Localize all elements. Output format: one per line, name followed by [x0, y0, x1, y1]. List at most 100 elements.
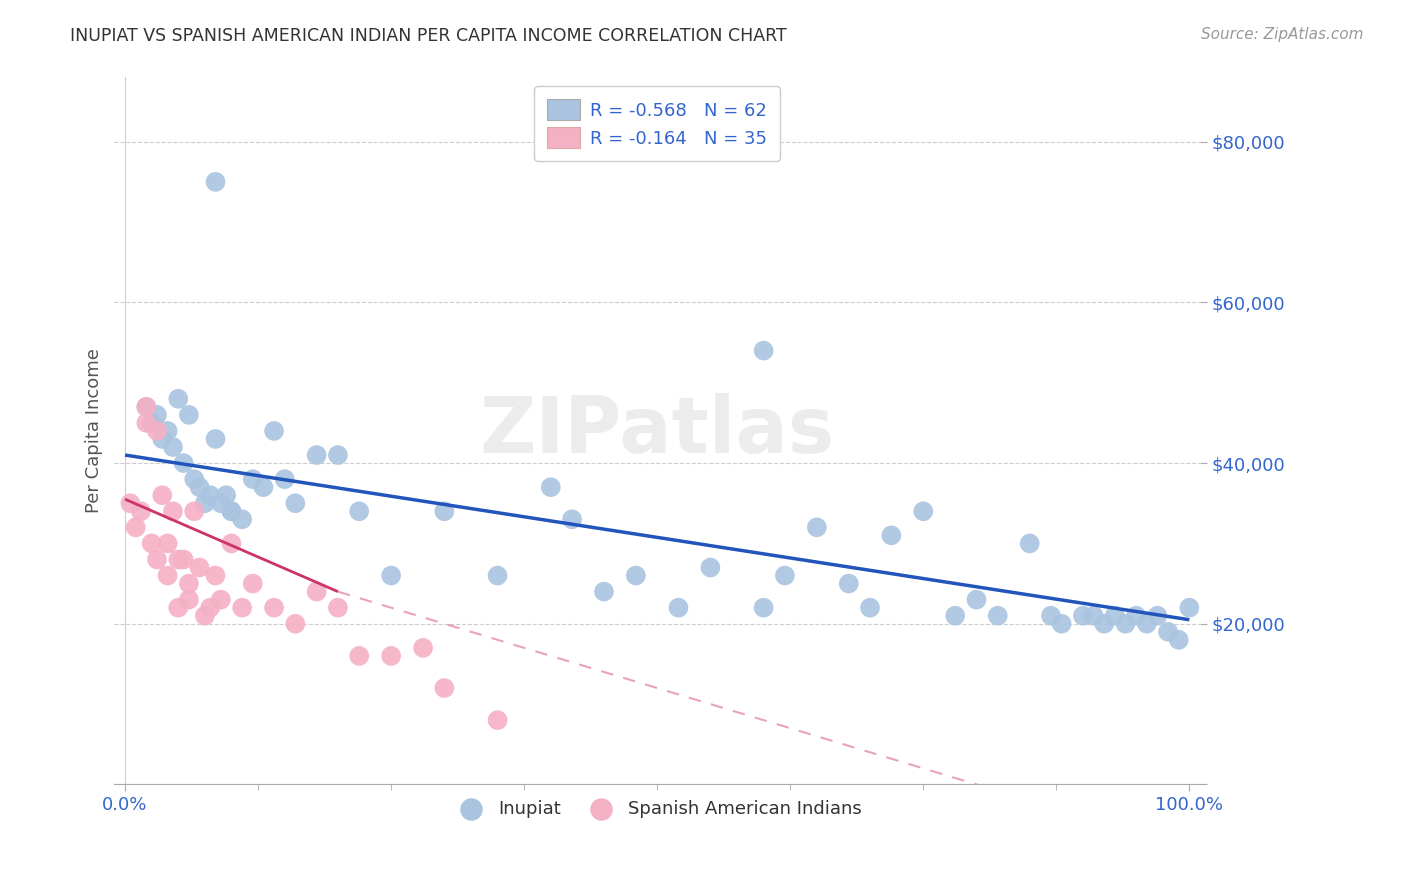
Point	[167, 552, 190, 566]
Point	[752, 343, 775, 358]
Point	[1167, 632, 1189, 647]
Point	[859, 600, 882, 615]
Point	[263, 424, 285, 438]
Point	[167, 392, 190, 406]
Point	[880, 528, 903, 542]
Point	[156, 568, 179, 582]
Point	[1040, 608, 1063, 623]
Point	[412, 640, 434, 655]
Point	[433, 681, 456, 695]
Point	[204, 568, 226, 582]
Point	[752, 600, 775, 615]
Point	[326, 448, 349, 462]
Point	[838, 576, 860, 591]
Point	[173, 552, 195, 566]
Point	[135, 400, 157, 414]
Point	[162, 504, 184, 518]
Point	[209, 496, 232, 510]
Point	[486, 568, 509, 582]
Point	[141, 536, 163, 550]
Point	[120, 496, 142, 510]
Point	[204, 175, 226, 189]
Point	[806, 520, 828, 534]
Point	[593, 584, 616, 599]
Point	[624, 568, 647, 582]
Point	[135, 400, 157, 414]
Point	[305, 584, 328, 599]
Point	[540, 480, 562, 494]
Point	[1050, 616, 1073, 631]
Point	[150, 488, 173, 502]
Point	[668, 600, 690, 615]
Text: INUPIAT VS SPANISH AMERICAN INDIAN PER CAPITA INCOME CORRELATION CHART: INUPIAT VS SPANISH AMERICAN INDIAN PER C…	[70, 27, 787, 45]
Point	[561, 512, 583, 526]
Point	[231, 600, 253, 615]
Point	[284, 616, 307, 631]
Point	[380, 568, 402, 582]
Point	[177, 408, 200, 422]
Point	[242, 576, 264, 591]
Point	[263, 600, 285, 615]
Point	[486, 713, 509, 727]
Point	[209, 592, 232, 607]
Point	[1146, 608, 1168, 623]
Point	[177, 576, 200, 591]
Point	[347, 504, 370, 518]
Point	[221, 536, 243, 550]
Point	[1178, 600, 1201, 615]
Point	[162, 440, 184, 454]
Point	[156, 536, 179, 550]
Point	[380, 648, 402, 663]
Point	[150, 432, 173, 446]
Point	[1018, 536, 1040, 550]
Point	[200, 488, 222, 502]
Point	[125, 520, 148, 534]
Point	[177, 592, 200, 607]
Point	[221, 504, 243, 518]
Point	[912, 504, 935, 518]
Point	[347, 648, 370, 663]
Point	[146, 424, 169, 438]
Point	[1157, 624, 1180, 639]
Point	[284, 496, 307, 510]
Point	[173, 456, 195, 470]
Text: Source: ZipAtlas.com: Source: ZipAtlas.com	[1201, 27, 1364, 42]
Point	[204, 432, 226, 446]
Point	[699, 560, 721, 574]
Point	[129, 504, 152, 518]
Point	[146, 552, 169, 566]
Text: ZIPatlas: ZIPatlas	[479, 393, 835, 469]
Point	[167, 600, 190, 615]
Point	[141, 416, 163, 430]
Point	[326, 600, 349, 615]
Point	[1114, 616, 1136, 631]
Point	[1136, 616, 1159, 631]
Point	[273, 472, 295, 486]
Point	[221, 504, 243, 518]
Point	[215, 488, 238, 502]
Point	[188, 480, 211, 494]
Point	[194, 496, 217, 510]
Point	[1125, 608, 1147, 623]
Point	[1092, 616, 1115, 631]
Legend: Inupiat, Spanish American Indians: Inupiat, Spanish American Indians	[446, 792, 869, 825]
Point	[943, 608, 966, 623]
Point	[1104, 608, 1126, 623]
Point	[1071, 608, 1094, 623]
Point	[183, 504, 205, 518]
Point	[252, 480, 274, 494]
Point	[773, 568, 796, 582]
Point	[200, 600, 222, 615]
Point	[194, 608, 217, 623]
Point	[156, 424, 179, 438]
Point	[966, 592, 988, 607]
Point	[242, 472, 264, 486]
Point	[1083, 608, 1105, 623]
Y-axis label: Per Capita Income: Per Capita Income	[86, 349, 103, 514]
Point	[987, 608, 1010, 623]
Point	[305, 448, 328, 462]
Point	[188, 560, 211, 574]
Point	[135, 416, 157, 430]
Point	[433, 504, 456, 518]
Point	[146, 408, 169, 422]
